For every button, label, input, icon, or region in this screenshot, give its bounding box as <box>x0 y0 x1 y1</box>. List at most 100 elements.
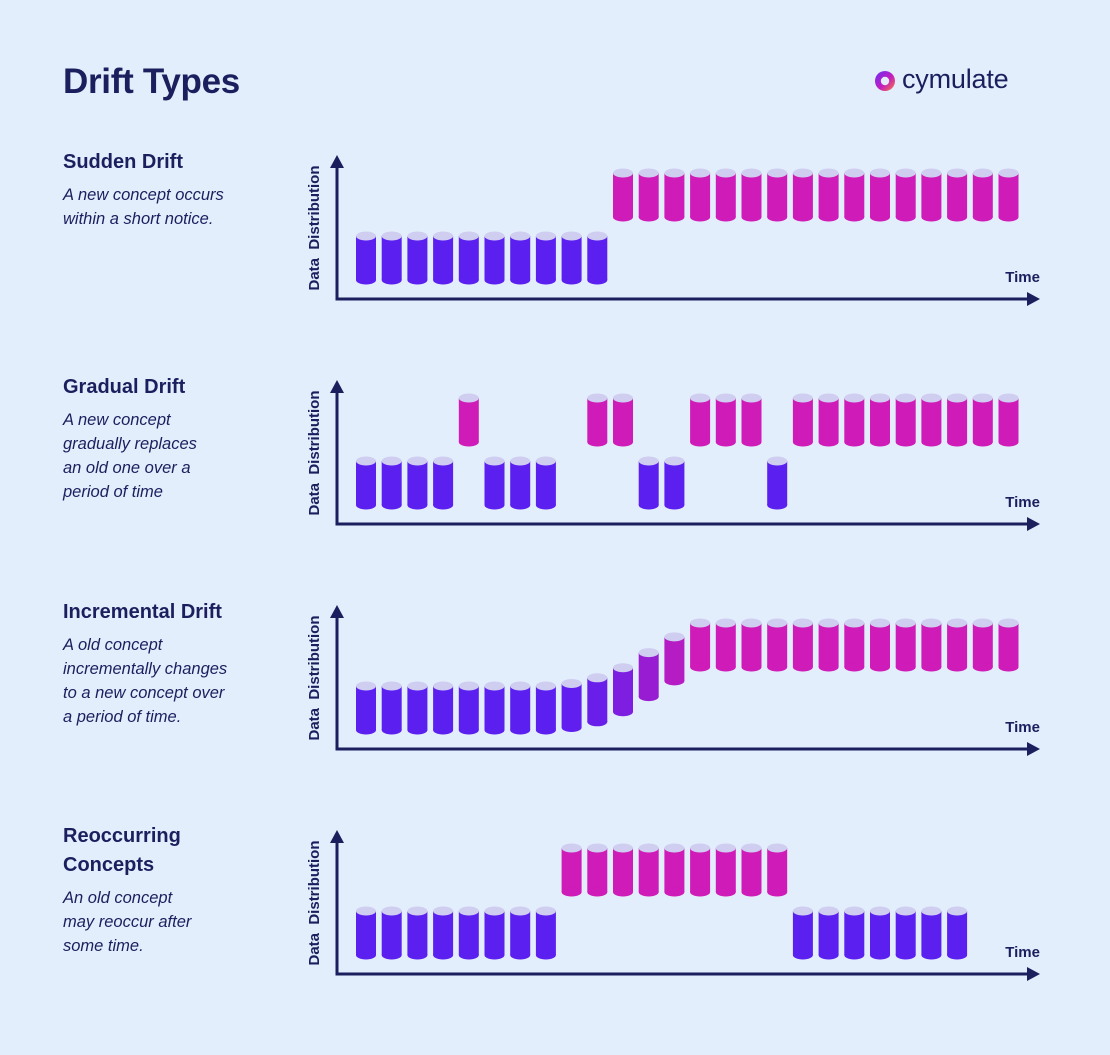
section-sudden-drift: Sudden Drift A new concept occurs within… <box>63 148 298 231</box>
cylinder-mark <box>715 843 736 897</box>
cylinder-mark <box>638 843 659 897</box>
cylinder-mark <box>638 456 659 510</box>
cylinder-mark <box>972 618 993 672</box>
cylinder-mark <box>407 681 428 735</box>
section-title: Sudden Drift <box>63 151 183 173</box>
cylinder-mark <box>972 168 993 222</box>
cylinder-mark <box>433 456 454 510</box>
cylinder-mark <box>792 393 813 447</box>
cylinder-mark <box>484 681 505 735</box>
cylinder-mark <box>407 456 428 510</box>
cylinder-mark <box>767 618 788 672</box>
cylinder-mark <box>587 231 608 285</box>
chart-gradual-drift: Time Data Distribution <box>300 377 1060 547</box>
cylinder-mark <box>741 168 762 222</box>
cylinder-mark <box>510 456 531 510</box>
cylinder-mark <box>921 618 942 672</box>
section-description: A new concept occurs within a short noti… <box>63 186 224 228</box>
cylinder-mark <box>510 681 531 735</box>
section-gradual-drift: Gradual Drift A new concept gradually re… <box>63 373 298 504</box>
cylinder-mark <box>484 456 505 510</box>
cylinder-mark <box>458 231 479 285</box>
section-title: Reoccurring Concepts <box>63 825 181 876</box>
cylinder-mark <box>895 393 916 447</box>
cylinder-mark <box>921 393 942 447</box>
section-reoccurring-concepts: Reoccurring Concepts An old concept may … <box>63 822 298 958</box>
y-axis-arrow-icon <box>330 830 344 843</box>
cylinder-mark <box>818 618 839 672</box>
chart-svg: Time Data Distribution <box>306 605 1040 756</box>
cylinder-mark <box>947 906 968 960</box>
cylinder-mark <box>587 843 608 897</box>
x-axis-arrow-icon <box>1027 967 1040 981</box>
cylinder-mark <box>895 168 916 222</box>
cylinder-mark <box>998 393 1019 447</box>
cylinder-mark <box>356 456 376 510</box>
chart-svg: Time Data Distribution <box>306 380 1040 531</box>
cylinder-mark <box>715 618 736 672</box>
cylinder-mark <box>844 618 865 672</box>
cylinder-mark <box>535 681 556 735</box>
cylinder-mark <box>818 393 839 447</box>
page-title: Drift Types <box>63 62 240 101</box>
chart-svg: Time Data Distribution <box>306 830 1040 981</box>
cylinder-mark <box>767 456 788 510</box>
cylinder-mark <box>690 843 711 897</box>
y-axis-label: Data Distribution <box>306 390 323 515</box>
x-axis-label: Time <box>1005 944 1040 961</box>
y-axis-arrow-icon <box>330 380 344 393</box>
cylinder-mark <box>664 168 685 222</box>
x-axis-arrow-icon <box>1027 742 1040 756</box>
section-title: Incremental Drift <box>63 601 222 623</box>
cylinder-mark <box>484 906 505 960</box>
y-axis-label: Data Distribution <box>306 840 323 965</box>
section-title: Gradual Drift <box>63 376 186 398</box>
cylinder-mark <box>613 168 633 222</box>
cylinder-mark <box>664 843 685 897</box>
cylinder-mark <box>998 618 1019 672</box>
y-axis-arrow-icon <box>330 605 344 618</box>
cylinder-mark <box>433 906 454 960</box>
cylinder-mark <box>381 906 402 960</box>
cylinder-mark <box>664 456 685 510</box>
x-axis-label: Time <box>1005 719 1040 736</box>
cylinder-mark <box>561 231 582 285</box>
cylinder-mark <box>561 843 582 897</box>
cylinder-mark <box>947 168 968 222</box>
cylinder-mark <box>535 906 556 960</box>
cylinder-mark <box>921 906 942 960</box>
cylinder-mark <box>381 456 402 510</box>
cylinder-mark <box>458 393 479 447</box>
cylinder-mark <box>741 843 762 897</box>
y-axis-label: Data Distribution <box>306 165 323 290</box>
cylinder-mark <box>818 168 839 222</box>
section-description: A old concept incrementally changes to a… <box>63 636 228 726</box>
cylinder-mark <box>356 681 376 735</box>
cylinder-mark <box>947 618 968 672</box>
chart-sudden-drift: Time Data Distribution <box>300 152 1060 322</box>
section-description: A new concept gradually replaces an old … <box>63 411 197 501</box>
cylinder-mark <box>870 393 890 447</box>
chart-svg: Time Data Distribution <box>306 155 1040 306</box>
cylinder-mark <box>510 231 531 285</box>
cylinder-mark <box>895 906 916 960</box>
cylinder-mark <box>535 456 556 510</box>
brand-logo: cymulate <box>872 64 1009 95</box>
cylinder-mark <box>638 168 659 222</box>
cylinder-mark <box>381 681 402 735</box>
cylinder-mark <box>613 393 633 447</box>
cylinder-mark <box>638 648 659 702</box>
cylinder-mark <box>741 393 762 447</box>
cylinder-mark <box>356 906 376 960</box>
x-axis-arrow-icon <box>1027 292 1040 306</box>
cylinder-mark <box>433 681 454 735</box>
cylinder-mark <box>561 678 582 732</box>
cylinder-mark <box>715 168 736 222</box>
chart-reoccurring-concepts: Time Data Distribution <box>300 827 1060 997</box>
y-axis-label: Data Distribution <box>306 615 323 740</box>
cymulate-logo-icon <box>875 70 895 91</box>
cylinder-mark <box>767 168 788 222</box>
cylinder-mark <box>690 618 711 672</box>
x-axis-label: Time <box>1005 269 1040 286</box>
cylinder-mark <box>870 618 890 672</box>
